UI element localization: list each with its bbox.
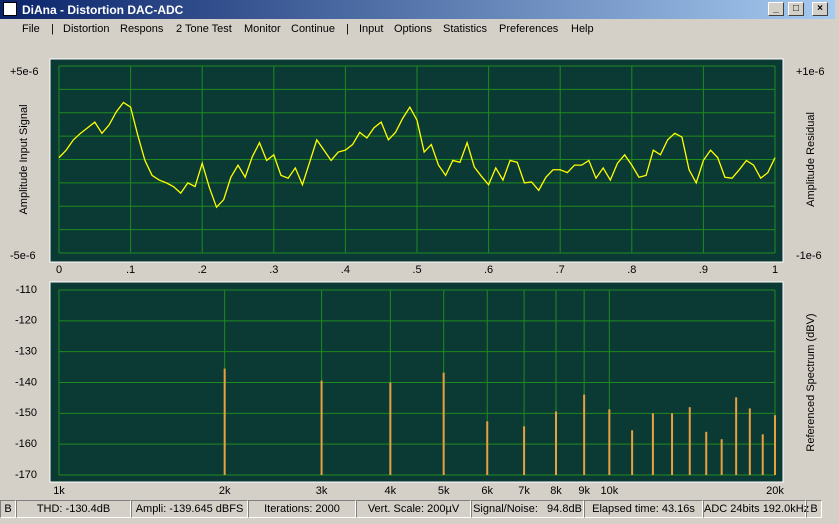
spectrum-line: [671, 413, 674, 475]
y-tick-label: -150: [15, 407, 37, 419]
spectrum-line: [705, 431, 708, 475]
menu-item[interactable]: Respons: [120, 23, 164, 35]
x-tick-label: 5k: [438, 485, 450, 497]
window-title: DiAna - Distortion DAC-ADC: [22, 3, 184, 17]
x-tick-label: .5: [412, 264, 421, 276]
y-tick-label: -130: [15, 346, 37, 358]
menu-item[interactable]: Statistics: [443, 23, 488, 35]
y-axis-label: Amplitude Input Signal: [18, 104, 30, 214]
maximize-button[interactable]: □: [788, 2, 804, 16]
x-tick-label: .9: [699, 264, 708, 276]
y-tick-label: -160: [15, 438, 37, 450]
y-tick-label: -110: [16, 284, 37, 296]
y-tick-label: -5e-6: [10, 250, 36, 262]
title-bar: DiAna - Distortion DAC-ADC _ □ ×: [0, 0, 835, 19]
status-field: B: [0, 500, 16, 518]
menu-item[interactable]: Continue: [291, 23, 336, 35]
y2-axis-label: Referenced Spectrum (dBV): [805, 313, 817, 451]
status-field: B: [806, 500, 822, 518]
x-tick-label: .4: [341, 264, 350, 276]
x-tick-label: .1: [126, 264, 135, 276]
menu-separator: |: [346, 23, 349, 35]
menu-item[interactable]: Help: [571, 23, 594, 35]
spectrum-line: [735, 397, 738, 475]
x-tick-label: .2: [198, 264, 207, 276]
spectrum-line: [389, 382, 392, 475]
x-tick-label: 1: [772, 264, 778, 276]
menu-item[interactable]: Monitor: [244, 23, 281, 35]
spectrum-line: [688, 407, 691, 475]
menu-item[interactable]: 2 Tone Test: [176, 23, 232, 35]
x-tick-label: 0: [56, 264, 62, 276]
status-field: Iterations: 2000: [248, 500, 356, 518]
spectrum-line: [555, 411, 558, 475]
x-tick-label: 3k: [316, 485, 328, 497]
spectrum-line: [486, 421, 489, 475]
x-tick-label: .7: [556, 264, 565, 276]
status-field: THD: -130.4dB: [16, 500, 131, 518]
waveform: [58, 101, 776, 209]
x-tick-label: .8: [627, 264, 636, 276]
charts: 0 .1 .2 .3 .4 .5 .6 .7 .8 .9 1 +5e-6 -5e-6 +1e-6 -1e-6…: [10, 58, 824, 497]
menu-separator: |: [51, 23, 54, 35]
menu-item[interactable]: Options: [394, 23, 432, 35]
x-tick-label: 4k: [385, 485, 397, 497]
x-tick-label: 8k: [550, 485, 562, 497]
x-tick-label: 20k: [766, 485, 784, 497]
close-button[interactable]: ×: [812, 2, 828, 16]
spectrum-line: [720, 439, 723, 475]
x-tick-label: 2k: [219, 485, 231, 497]
menu-item[interactable]: Distortion: [63, 23, 110, 35]
status-field: Ampli: -139.645 dBFS: [131, 500, 248, 518]
spectrum-line: [761, 434, 764, 475]
y2-tick-label: -1e-6: [796, 250, 822, 262]
y-tick-label: +5e-6: [10, 66, 38, 78]
x-tick-label: 9k: [578, 485, 590, 497]
x-tick-label: 7k: [518, 485, 530, 497]
spectrum-line: [608, 409, 611, 475]
spectrum-line: [631, 430, 634, 475]
y2-axis-label: Amplitude Residual: [805, 112, 817, 207]
y-tick-label: -170: [15, 469, 37, 481]
x-tick-label: 1k: [53, 485, 65, 497]
x-tick-label: 10k: [600, 485, 618, 497]
x-tick-label: .3: [269, 264, 278, 276]
spectrum-line: [320, 380, 323, 475]
spectrum-line: [748, 408, 751, 475]
status-field: Elapsed time: 43.16s: [584, 500, 703, 518]
spectrum-line: [774, 415, 776, 475]
x-tick-label: 6k: [481, 485, 493, 497]
status-field: Signal/Noise: 94.8dB: [471, 500, 584, 518]
spectrum-line: [223, 368, 226, 475]
x-tick-label: .6: [484, 264, 493, 276]
menu-bar: File | Distortion Respons 2 Tone Test Monitor…: [0, 19, 835, 39]
spectrum-line: [523, 426, 526, 475]
status-field: Vert. Scale: 200µV: [356, 500, 471, 518]
spectrum-line: [442, 372, 445, 475]
spectrum-line: [583, 394, 586, 475]
app-icon: [3, 2, 17, 16]
minimize-button[interactable]: _: [768, 2, 784, 16]
menu-item[interactable]: Preferences: [499, 23, 559, 35]
y-tick-label: -120: [15, 315, 37, 327]
status-field: ADC 24bits 192.0kHz: [703, 500, 809, 518]
y-tick-label: -140: [15, 376, 37, 388]
y2-tick-label: +1e-6: [796, 66, 824, 78]
menu-item[interactable]: Input: [359, 23, 384, 35]
spectrum-line: [651, 413, 654, 475]
status-bar: B THD: -130.4dB Ampli: -139.645 dBFS Iterat…: [0, 500, 822, 519]
menu-item[interactable]: File: [22, 23, 40, 35]
